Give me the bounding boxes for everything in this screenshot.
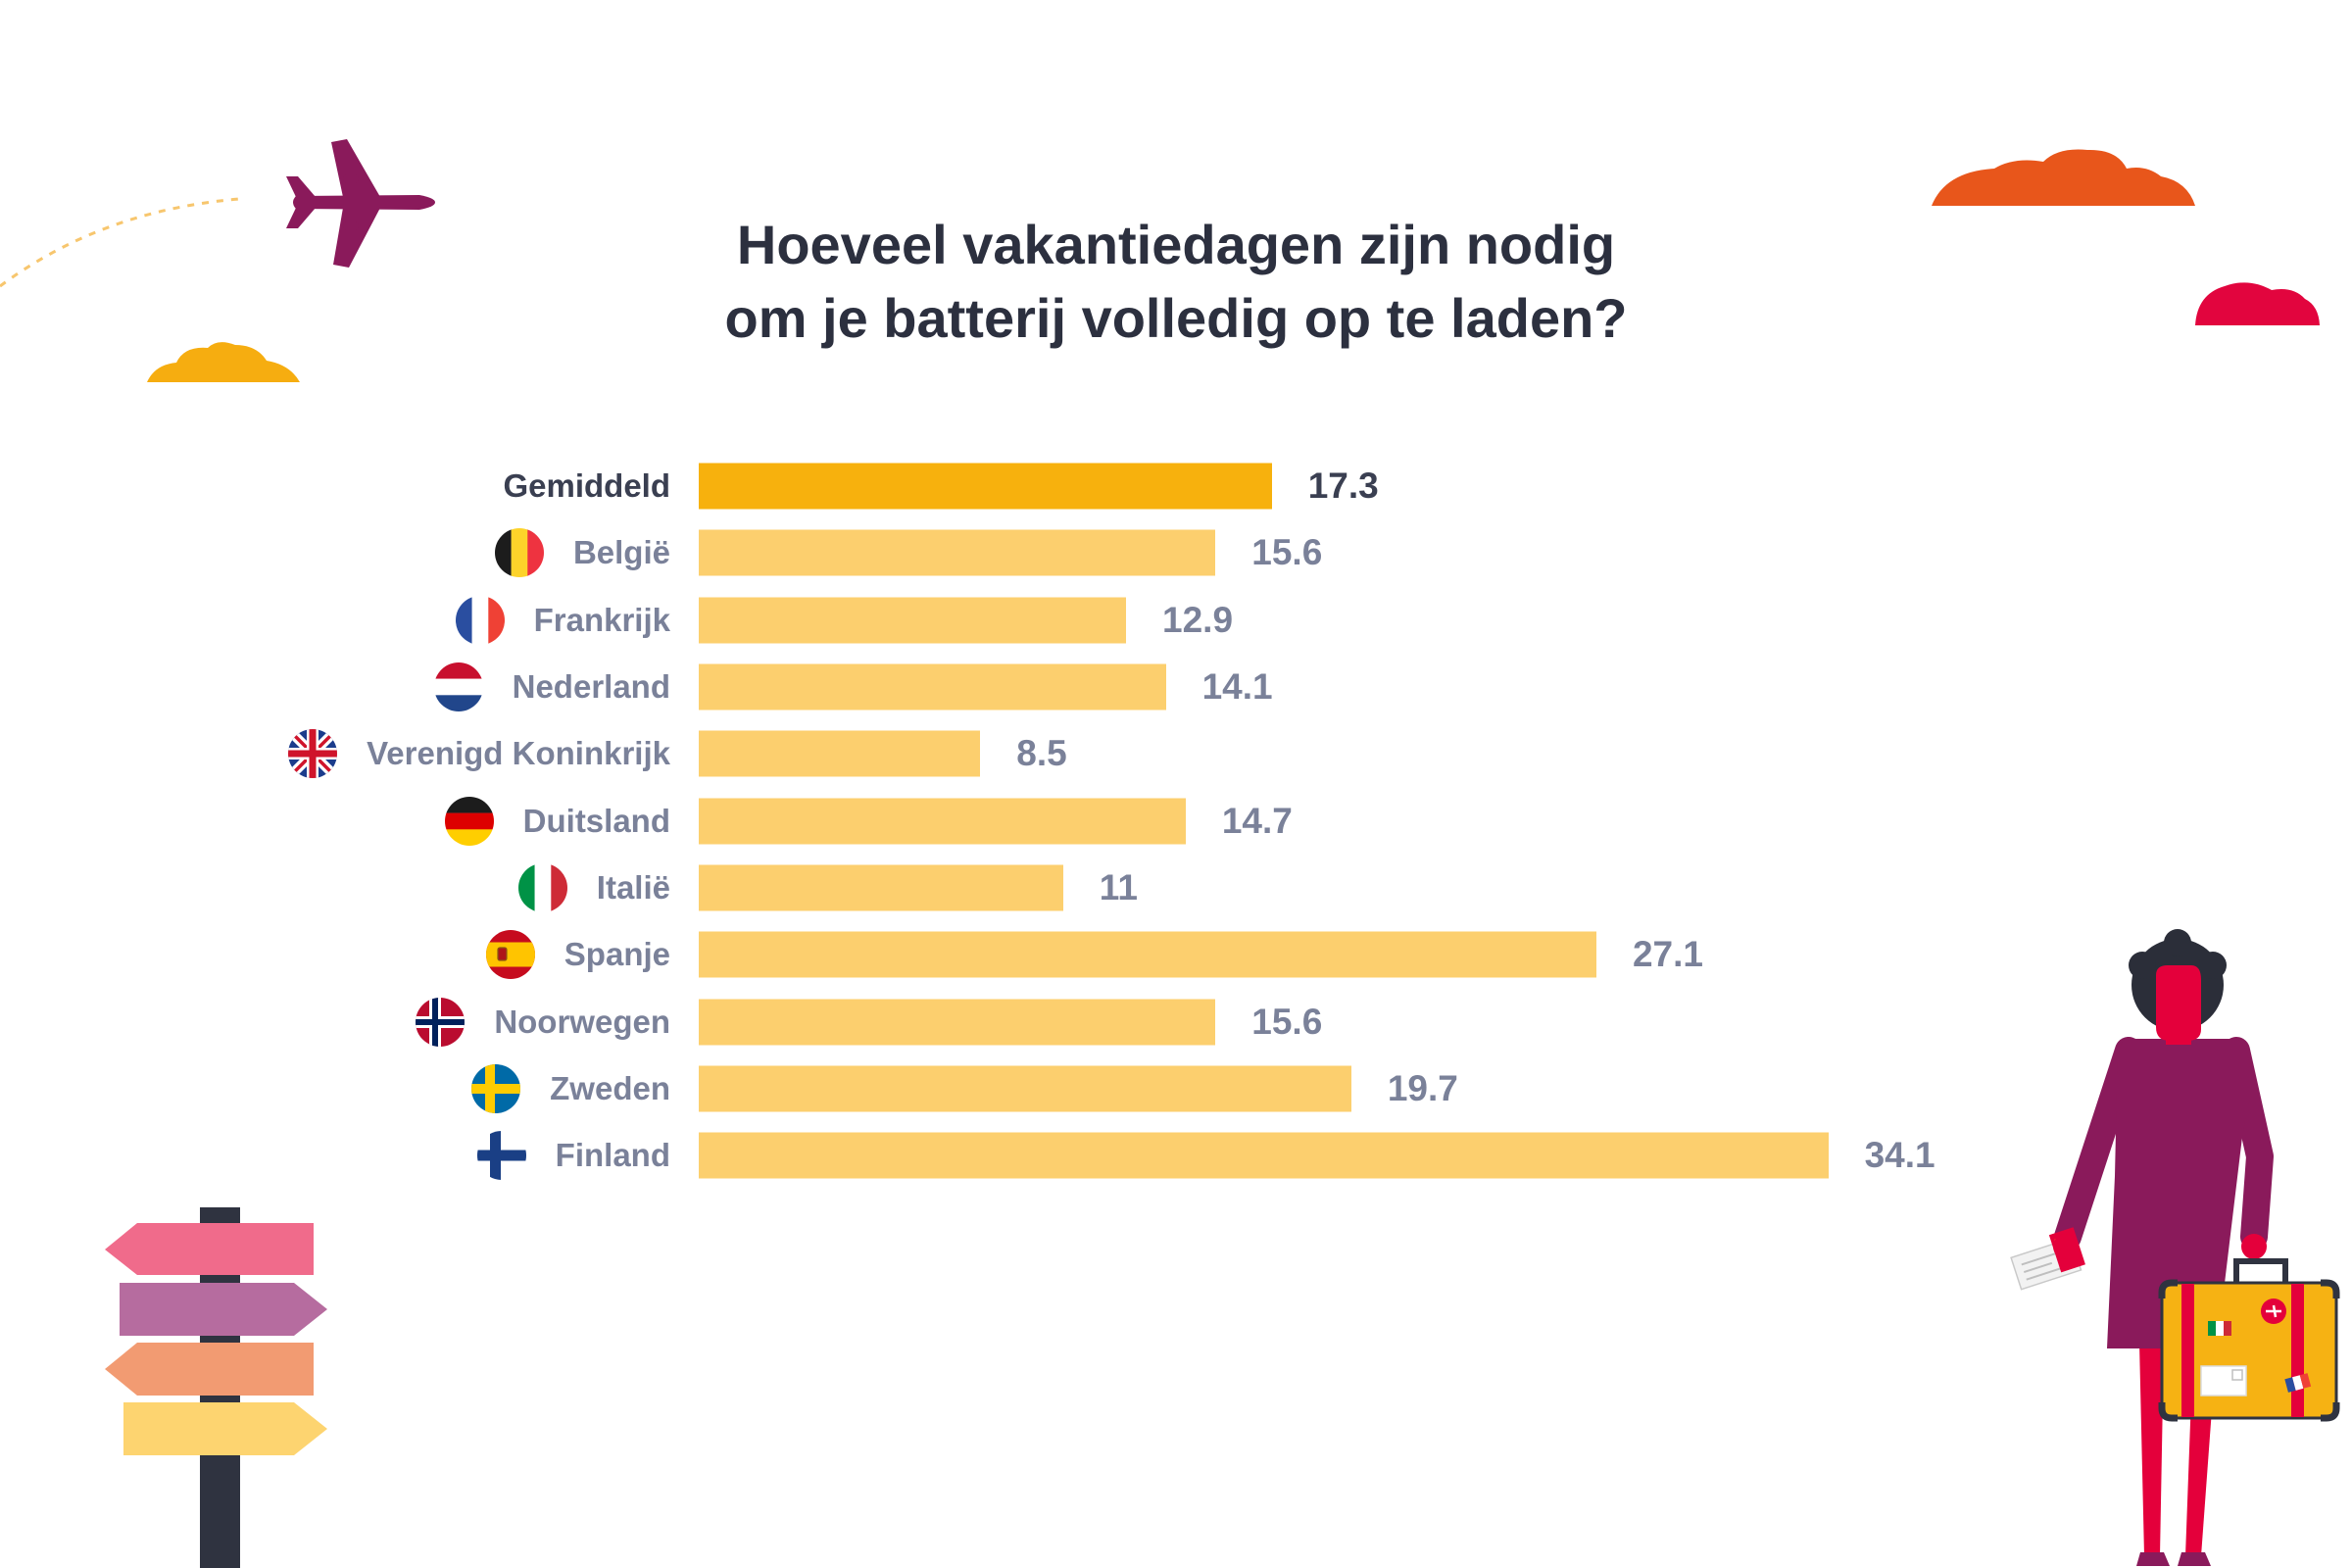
category-label: Zweden	[550, 1069, 670, 1106]
bar-row: Nederland 14.1	[0, 654, 2352, 720]
ticket-icon	[2010, 1227, 2085, 1291]
bar	[699, 864, 1063, 911]
category-label-group: Zweden	[0, 1055, 670, 1122]
bar	[699, 529, 1216, 576]
bar-row: Italië 11	[0, 855, 2352, 921]
netherlands-flag-icon	[433, 662, 483, 712]
category-label: Spanje	[564, 936, 670, 973]
category-label-group: Frankrijk	[0, 587, 670, 654]
value-label: 14.1	[1201, 666, 1273, 708]
france-flag-icon	[455, 595, 505, 645]
category-label-group: Noorwegen	[0, 988, 670, 1054]
category-label: Gemiddeld	[503, 467, 670, 505]
chart-title: Hoeveel vakantiedagen zijn nodig om je b…	[0, 208, 2352, 355]
category-label-group: België	[0, 519, 670, 586]
belgium-flag-icon	[494, 528, 544, 578]
spain-flag-icon	[485, 930, 535, 980]
bar-row: Noorwegen 15.6	[0, 988, 2352, 1054]
category-label-group: Duitsland	[0, 787, 670, 854]
value-label: 27.1	[1632, 934, 1703, 975]
category-label: Finland	[555, 1137, 670, 1174]
value-label: 11	[1099, 866, 1138, 907]
signpost-icon	[105, 1207, 327, 1568]
category-label: Noorwegen	[494, 1003, 670, 1040]
bar-row: Gemiddeld 17.3	[0, 453, 2352, 519]
bar	[699, 1132, 1829, 1179]
value-label: 12.9	[1162, 599, 1234, 640]
sweden-flag-icon	[471, 1063, 521, 1113]
value-label: 14.7	[1221, 800, 1293, 841]
category-label: Verenigd Koninkrijk	[367, 735, 670, 772]
bar	[699, 798, 1186, 845]
traveler-icon	[2010, 929, 2274, 1566]
bar-row: Spanje 27.1	[0, 921, 2352, 988]
bar-row: Frankrijk 12.9	[0, 587, 2352, 654]
cloud-icon	[147, 342, 300, 382]
norway-flag-icon	[416, 997, 466, 1047]
category-label: België	[572, 534, 670, 571]
category-label-group: Gemiddeld	[0, 453, 670, 519]
bar	[699, 730, 981, 777]
bar-row: Finland 34.1	[0, 1122, 2352, 1189]
bar-row: Verenigd Koninkrijk 8.5	[0, 720, 2352, 787]
category-label-group: Spanje	[0, 921, 670, 988]
chart-title-line-1: Hoeveel vakantiedagen zijn nodig	[736, 214, 1616, 275]
value-label: 15.6	[1251, 532, 1323, 573]
category-label-group: Finland	[0, 1122, 670, 1189]
cloud-icon	[2195, 282, 2320, 325]
bar	[699, 999, 1216, 1046]
bar	[699, 1065, 1351, 1112]
bar-row: Duitsland 14.7	[0, 787, 2352, 854]
bar	[699, 663, 1166, 710]
finland-flag-icon	[476, 1131, 526, 1181]
category-label-group: Verenigd Koninkrijk	[0, 720, 670, 787]
value-label: 15.6	[1251, 1001, 1323, 1042]
airplane-icon	[286, 139, 435, 268]
bar-row: België 15.6	[0, 519, 2352, 586]
category-label: Frankrijk	[533, 601, 670, 638]
value-label: 17.3	[1307, 466, 1379, 507]
bar	[699, 931, 1596, 978]
value-label: 34.1	[1864, 1135, 1936, 1176]
bar-row: Zweden 19.7	[0, 1055, 2352, 1122]
bar-chart: Gemiddeld 17.3 België 15.6 Frankrijk 12.9 Nede…	[0, 453, 2352, 1189]
value-label: 8.5	[1016, 733, 1067, 774]
category-label: Nederland	[512, 668, 670, 706]
cloud-icon	[1932, 149, 2195, 206]
value-label: 19.7	[1387, 1067, 1458, 1108]
chart-title-line-2: om je batterij volledig op te laden?	[724, 287, 1628, 349]
italy-flag-icon	[517, 862, 567, 912]
category-label: Italië	[596, 868, 670, 906]
flight-path-line	[0, 197, 241, 288]
germany-flag-icon	[444, 796, 494, 846]
category-label-group: Italië	[0, 855, 670, 921]
category-label: Duitsland	[522, 802, 670, 839]
bar	[699, 597, 1127, 644]
bar	[699, 463, 1272, 510]
suitcase-icon	[2158, 1258, 2340, 1422]
category-label-group: Nederland	[0, 654, 670, 720]
uk-flag-icon	[288, 729, 338, 779]
